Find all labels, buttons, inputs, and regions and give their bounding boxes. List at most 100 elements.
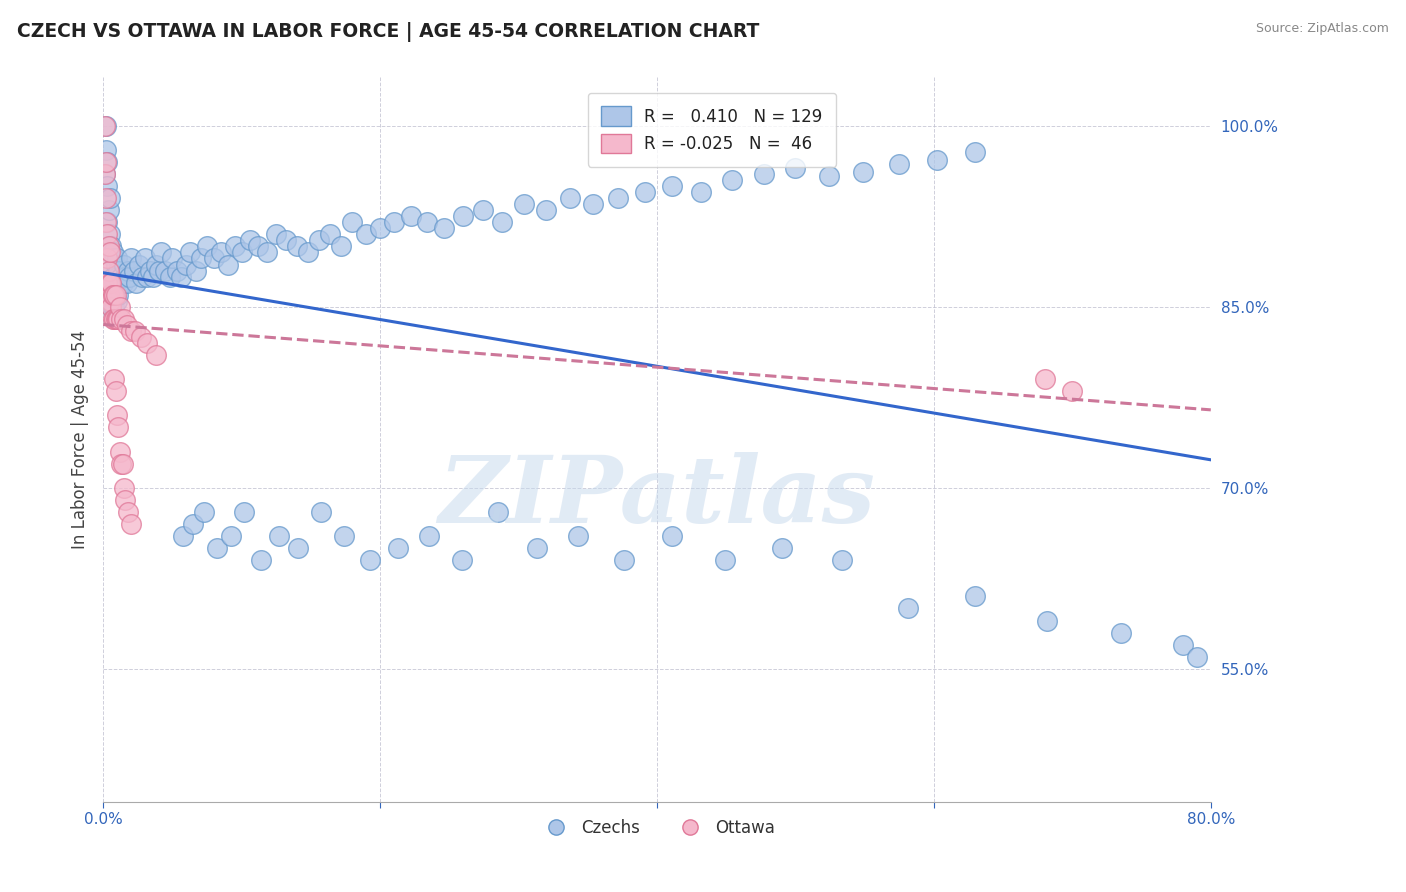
Point [239,233,262,247]
Point [330,239,353,253]
Text: Source: ZipAtlas.com: Source: ZipAtlas.com [1256,22,1389,36]
Point [202,252,225,266]
Point [582,197,605,211]
Point [101,311,124,326]
Point [110,269,132,284]
Point [98,293,121,308]
Point [111,457,134,471]
Point [134,252,156,266]
Point [107,287,129,301]
Point [94,191,117,205]
Point [96,227,118,242]
Point [97,203,120,218]
Point [166,263,188,277]
Point [93,167,115,181]
Point [98,287,121,301]
Point [155,263,177,277]
Point [93,167,115,181]
Point [169,269,191,284]
Point [233,505,256,519]
Point [125,276,148,290]
Point [1185,649,1208,664]
Point [287,541,309,555]
Point [342,215,364,229]
Point [1036,614,1059,628]
Point [285,239,308,253]
Point [98,191,121,205]
Point [142,269,165,284]
Point [486,505,509,519]
Point [104,311,127,326]
Point [714,553,737,567]
Point [309,505,332,519]
Point [131,269,153,284]
Point [534,203,557,218]
Point [889,157,911,171]
Point [471,203,494,218]
Point [416,215,439,229]
Point [382,215,405,229]
Point [105,269,128,284]
Point [450,553,472,567]
Point [633,185,655,199]
Point [112,258,135,272]
Point [110,311,132,326]
Point [897,601,920,615]
Point [491,215,513,229]
Point [526,541,548,555]
Point [98,263,121,277]
Point [433,221,456,235]
Point [114,492,136,507]
Point [690,185,713,199]
Point [101,287,124,301]
Point [107,420,129,434]
Point [558,191,581,205]
Point [145,348,167,362]
Point [115,276,138,290]
Point [120,516,142,531]
Point [1171,638,1194,652]
Point [217,258,239,272]
Point [115,318,138,332]
Point [120,324,142,338]
Point [100,300,122,314]
Point [101,269,124,284]
Point [128,258,150,272]
Point [297,245,319,260]
Point [105,252,128,266]
Point [96,276,118,290]
Legend: Czechs, Ottawa: Czechs, Ottawa [533,813,782,844]
Point [354,227,377,242]
Point [94,119,117,133]
Point [103,252,125,266]
Point [145,258,167,272]
Point [117,505,139,519]
Point [108,276,131,290]
Point [100,239,122,253]
Point [139,263,162,277]
Point [98,245,121,260]
Point [148,263,170,277]
Point [661,529,683,543]
Point [96,252,118,266]
Point [97,239,120,253]
Point [118,269,141,284]
Point [195,239,218,253]
Point [219,529,242,543]
Point [100,276,122,290]
Point [98,227,121,242]
Point [93,119,115,133]
Point [1062,384,1084,399]
Point [720,173,742,187]
Point [103,311,125,326]
Point [368,221,391,235]
Point [567,529,589,543]
Point [770,541,793,555]
Point [231,245,253,260]
Point [274,233,297,247]
Point [94,143,117,157]
Point [97,276,120,290]
Point [96,179,118,194]
Point [319,227,342,242]
Point [136,269,159,284]
